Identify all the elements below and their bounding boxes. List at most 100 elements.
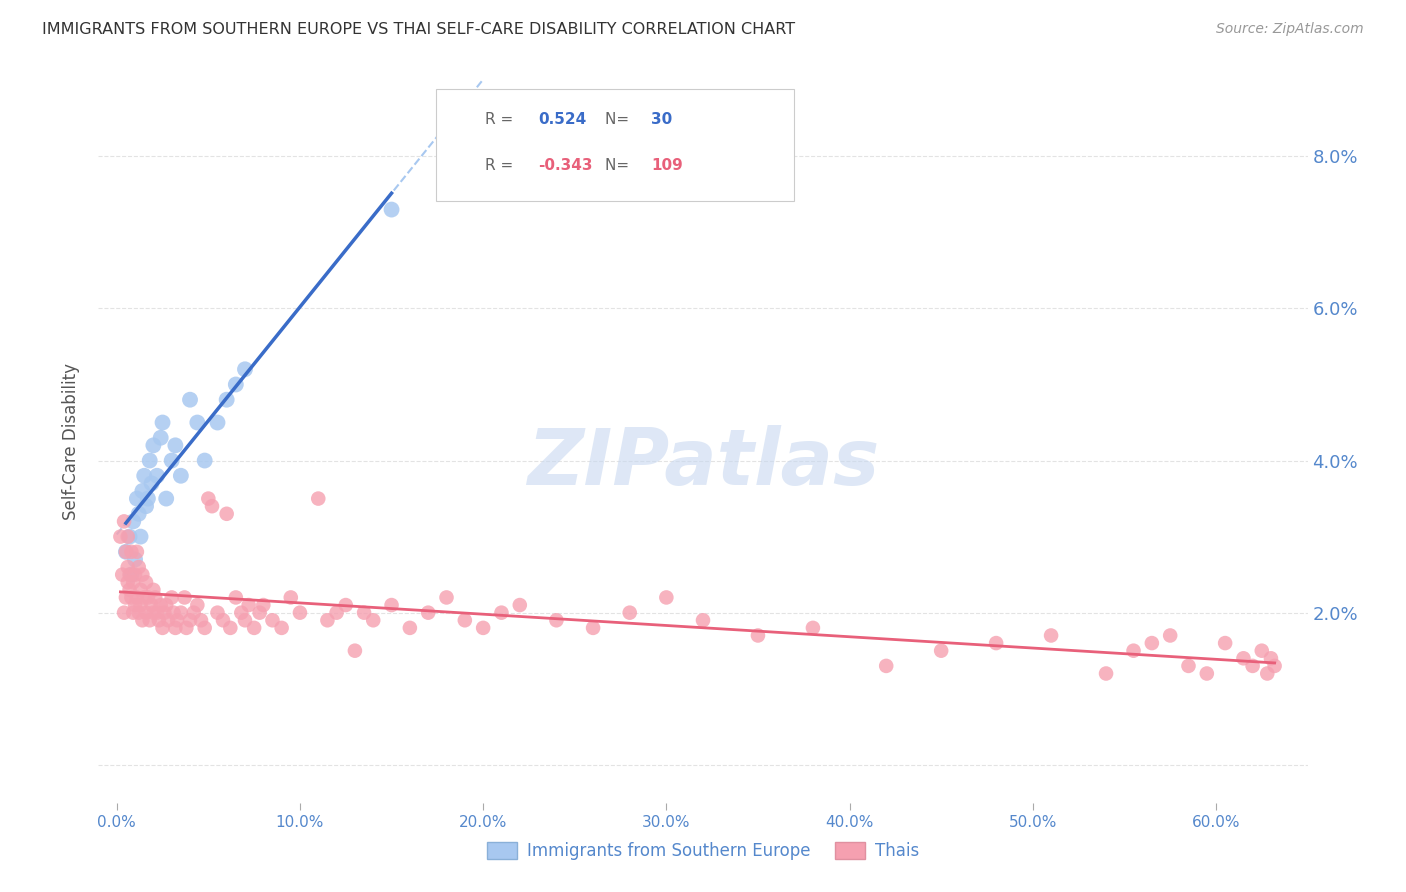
Point xyxy=(131,483,153,498)
Point xyxy=(212,613,235,627)
Point xyxy=(142,606,165,620)
Point xyxy=(1140,636,1163,650)
Point xyxy=(112,515,135,529)
Point xyxy=(141,476,163,491)
Point xyxy=(125,491,148,506)
Point xyxy=(215,392,238,407)
Point xyxy=(136,591,159,605)
Point xyxy=(288,606,311,620)
Point xyxy=(225,591,247,605)
Text: N=: N= xyxy=(605,112,634,127)
Point xyxy=(173,591,195,605)
Point xyxy=(165,621,187,635)
Point xyxy=(160,453,183,467)
Point xyxy=(124,598,146,612)
Point xyxy=(135,575,157,590)
Point xyxy=(335,598,357,612)
Point xyxy=(207,416,229,430)
Point xyxy=(176,621,198,635)
Point xyxy=(129,598,152,612)
Point xyxy=(929,643,952,657)
Point xyxy=(165,438,187,452)
Point xyxy=(135,606,157,620)
Point xyxy=(146,606,169,620)
Point xyxy=(655,591,678,605)
Text: R =: R = xyxy=(485,158,519,173)
Point xyxy=(582,621,605,635)
Point xyxy=(138,453,160,467)
Point xyxy=(1256,666,1278,681)
Point xyxy=(243,621,266,635)
Point xyxy=(115,591,138,605)
Point xyxy=(120,591,142,605)
Point xyxy=(155,598,177,612)
Point xyxy=(186,598,208,612)
Point xyxy=(238,598,260,612)
Point xyxy=(343,643,366,657)
Point xyxy=(112,606,135,620)
Point xyxy=(225,377,247,392)
Point xyxy=(179,613,201,627)
Text: Source: ZipAtlas.com: Source: ZipAtlas.com xyxy=(1216,22,1364,37)
Point xyxy=(120,567,142,582)
Point xyxy=(747,628,769,642)
Point xyxy=(120,545,142,559)
Text: 30: 30 xyxy=(651,112,672,127)
Point xyxy=(380,598,402,612)
Point xyxy=(361,613,384,627)
Point xyxy=(280,591,302,605)
Point xyxy=(186,416,208,430)
Point xyxy=(201,499,224,513)
Point xyxy=(117,560,139,574)
Point xyxy=(1213,636,1236,650)
Point xyxy=(125,591,148,605)
Point xyxy=(122,606,145,620)
Point xyxy=(149,431,172,445)
Point xyxy=(143,591,166,605)
Point xyxy=(128,560,150,574)
Point xyxy=(619,606,641,620)
Point xyxy=(152,416,174,430)
Point xyxy=(219,621,242,635)
Point xyxy=(117,530,139,544)
Text: 109: 109 xyxy=(651,158,683,173)
Point xyxy=(262,613,284,627)
Point xyxy=(155,491,177,506)
Point xyxy=(124,552,146,566)
Point xyxy=(1250,643,1272,657)
Point xyxy=(454,613,477,627)
Point xyxy=(128,606,150,620)
Point xyxy=(270,621,292,635)
Point xyxy=(197,491,219,506)
Point xyxy=(170,468,193,483)
Point xyxy=(142,582,165,597)
Point xyxy=(1264,659,1286,673)
Point xyxy=(875,659,897,673)
Text: IMMIGRANTS FROM SOUTHERN EUROPE VS THAI SELF-CARE DISABILITY CORRELATION CHART: IMMIGRANTS FROM SOUTHERN EUROPE VS THAI … xyxy=(42,22,796,37)
Point xyxy=(1159,628,1181,642)
Point xyxy=(115,545,138,559)
Point xyxy=(131,613,153,627)
Point xyxy=(110,530,132,544)
Point xyxy=(194,621,217,635)
Point xyxy=(231,606,253,620)
Point xyxy=(166,613,188,627)
Point xyxy=(122,515,145,529)
Point xyxy=(984,636,1007,650)
Point xyxy=(207,606,229,620)
Point xyxy=(136,491,159,506)
Point xyxy=(134,591,156,605)
Point xyxy=(160,591,183,605)
Point xyxy=(149,598,172,612)
Point xyxy=(215,507,238,521)
Point xyxy=(118,567,141,582)
Text: -0.343: -0.343 xyxy=(538,158,593,173)
Point xyxy=(509,598,531,612)
Point xyxy=(125,545,148,559)
Point xyxy=(170,606,193,620)
Text: 0.524: 0.524 xyxy=(538,112,586,127)
Point xyxy=(1232,651,1254,665)
Point xyxy=(436,591,458,605)
Point xyxy=(128,507,150,521)
Point xyxy=(418,606,440,620)
